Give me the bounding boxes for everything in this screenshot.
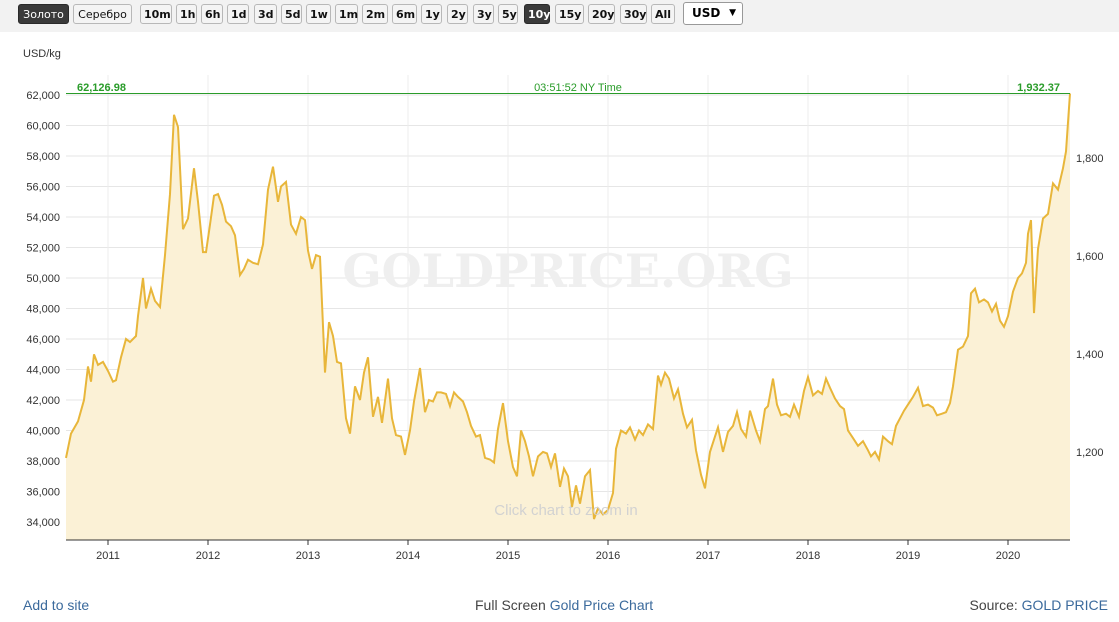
- price-area-fill: [66, 93, 1070, 540]
- range-button-2y[interactable]: 2y: [447, 4, 468, 24]
- y-tick-label: 48,000: [26, 304, 60, 316]
- range-button-1d[interactable]: 1d: [227, 4, 249, 24]
- x-tick-label: 2011: [96, 550, 120, 562]
- currency-value: USD: [692, 6, 721, 20]
- x-tick-label: 2019: [896, 550, 920, 562]
- x-axis: 2011 2012 2013 2014 2015 2016 2017 2018 2019 2020: [96, 540, 1020, 562]
- y-axis-right: 1,200 1,400 1,600 1,800: [1076, 153, 1104, 459]
- y-right-tick-label: 1,600: [1076, 251, 1104, 263]
- chevron-down-icon: ▼: [729, 8, 736, 18]
- range-button-2m[interactable]: 2m: [362, 4, 388, 24]
- range-button-All[interactable]: All: [651, 4, 675, 24]
- range-button-1m[interactable]: 1m: [335, 4, 358, 24]
- zoom-hint: Click chart to zoom in: [494, 502, 637, 519]
- y-tick-label: 36,000: [26, 487, 60, 499]
- y-tick-label: 42,000: [26, 395, 60, 407]
- source-prefix: Source:: [969, 597, 1018, 613]
- range-button-3d[interactable]: 3d: [254, 4, 277, 24]
- range-button-3y[interactable]: 3y: [473, 4, 494, 24]
- y-tick-label: 58,000: [26, 151, 60, 163]
- toolbar: Золото Серебро 10m 1h 6h 1d 3d 5d 1w 1m 2m 6m 1y 2y…: [0, 0, 1119, 32]
- y-tick-label: 60,000: [26, 121, 60, 133]
- metal-tab-gold[interactable]: Золото: [18, 4, 69, 24]
- range-button-5y[interactable]: 5y: [498, 4, 518, 24]
- currency-select[interactable]: USD ▼: [683, 2, 743, 25]
- range-button-15y[interactable]: 15y: [555, 4, 584, 24]
- fullscreen-prefix: Full Screen: [475, 597, 546, 613]
- x-tick-label: 2015: [496, 550, 520, 562]
- range-button-1h[interactable]: 1h: [176, 4, 197, 24]
- current-price-left-label: 62,126.98: [77, 82, 126, 94]
- current-price-right-label: 1,932.37: [1017, 82, 1060, 94]
- range-button-5d[interactable]: 5d: [281, 4, 302, 24]
- y-tick-label: 40,000: [26, 426, 60, 438]
- y-right-tick-label: 1,400: [1076, 349, 1104, 361]
- y-tick-label: 46,000: [26, 334, 60, 346]
- x-tick-label: 2020: [996, 550, 1020, 562]
- gold-price-chart[interactable]: USD/kg 34,000 36,000 38,000 40,000 42,000 44,…: [0, 0, 1119, 590]
- current-time-label: 03:51:52 NY Time: [534, 82, 622, 94]
- x-tick-label: 2014: [396, 550, 420, 562]
- metal-tab-silver[interactable]: Серебро: [73, 4, 132, 24]
- range-button-10m[interactable]: 10m: [140, 4, 172, 24]
- watermark: GOLDPRICE.ORG: [342, 244, 793, 298]
- add-to-site-link[interactable]: Add to site: [23, 597, 90, 613]
- y-tick-label: 62,000: [26, 90, 60, 102]
- y-tick-label: 50,000: [26, 273, 60, 285]
- x-tick-label: 2016: [596, 550, 620, 562]
- range-button-10y[interactable]: 10y: [524, 4, 550, 24]
- range-button-6m[interactable]: 6m: [392, 4, 417, 24]
- y-axis-unit-label: USD/kg: [23, 48, 61, 60]
- range-button-20y[interactable]: 20y: [588, 4, 615, 24]
- y-tick-label: 34,000: [26, 517, 60, 529]
- y-axis-left: 34,000 36,000 38,000 40,000 42,000 44,000 46,0…: [26, 90, 60, 529]
- fullscreen-chart-link[interactable]: Gold Price Chart: [549, 597, 654, 613]
- y-tick-label: 52,000: [26, 243, 60, 255]
- y-tick-label: 56,000: [26, 182, 60, 194]
- x-tick-label: 2018: [796, 550, 820, 562]
- range-button-6h[interactable]: 6h: [201, 4, 223, 24]
- range-button-30y[interactable]: 30y: [620, 4, 647, 24]
- y-tick-label: 44,000: [26, 365, 60, 377]
- range-button-1w[interactable]: 1w: [306, 4, 331, 24]
- y-right-tick-label: 1,200: [1076, 447, 1104, 459]
- y-tick-label: 38,000: [26, 456, 60, 468]
- source-caption: Source: GOLD PRICE: [970, 597, 1109, 613]
- fullscreen-caption: Full Screen Gold Price Chart: [475, 597, 653, 613]
- x-tick-label: 2013: [296, 550, 320, 562]
- range-button-1y[interactable]: 1y: [421, 4, 442, 24]
- price-line: [65, 93, 1071, 520]
- y-right-tick-label: 1,800: [1076, 153, 1104, 165]
- x-tick-label: 2012: [196, 550, 220, 562]
- y-tick-label: 54,000: [26, 212, 60, 224]
- x-tick-label: 2017: [696, 550, 720, 562]
- source-link[interactable]: GOLD PRICE: [1021, 597, 1108, 613]
